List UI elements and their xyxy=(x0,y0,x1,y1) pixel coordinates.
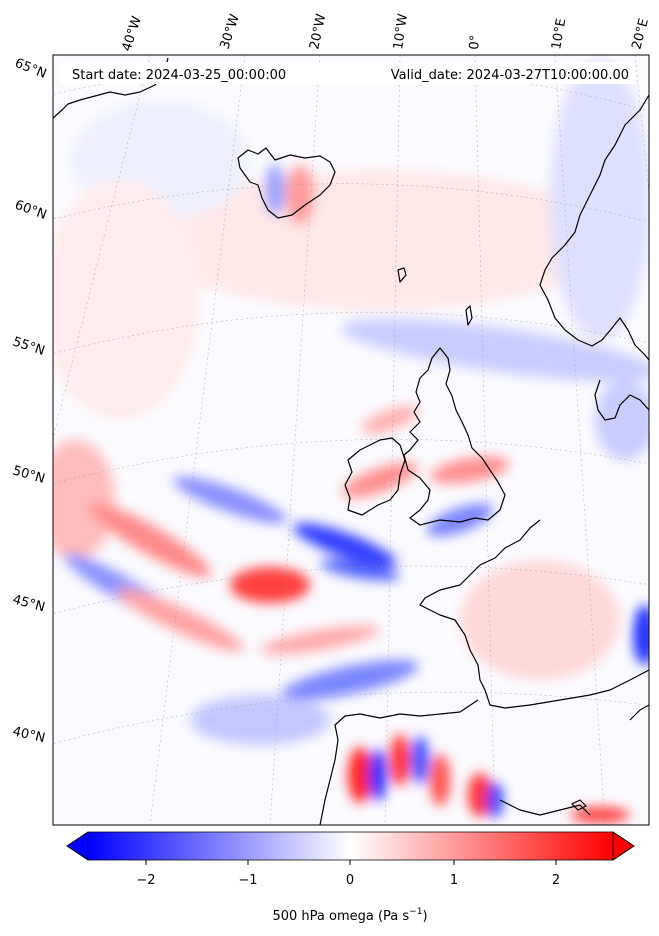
colorbar-outline xyxy=(66,831,635,861)
lat-label-60n: 60°N xyxy=(13,198,49,223)
colorbar-label-exponent: −1 xyxy=(409,907,422,917)
coast-ireland xyxy=(344,437,406,516)
lon-label-40w: 40°W xyxy=(120,14,145,53)
colorbar-extend-left xyxy=(66,831,89,861)
map-frame xyxy=(52,54,650,826)
lon-label-20w: 20°W xyxy=(307,12,329,50)
colorbar-tick-label: 0 xyxy=(346,873,354,888)
lon-label-0: 0° xyxy=(467,34,483,50)
map-area xyxy=(53,55,649,825)
colorbar-gradient xyxy=(88,832,613,860)
lon-label-30w: 30°W xyxy=(218,12,243,51)
coast-faroe xyxy=(397,267,407,283)
lat-label-45n: 45°N xyxy=(11,592,47,615)
header-background xyxy=(60,62,635,84)
omega-field xyxy=(53,60,649,823)
colorbar-tick-label: 2 xyxy=(552,873,560,888)
coast-great-britain xyxy=(403,347,506,526)
coast-iberia xyxy=(319,699,479,825)
colorbar-label-main: 500 hPa omega (Pa s xyxy=(272,909,409,924)
colorbar-tick-label: −2 xyxy=(136,873,155,888)
coast-norway xyxy=(539,94,649,361)
lat-label-65n: 65°N xyxy=(13,56,49,82)
lat-label-40n: 40°N xyxy=(11,724,46,746)
colorbar-label-close: ) xyxy=(422,909,427,924)
latitude-labels: 65°N 60°N 55°N 50°N 45°N 40°N xyxy=(11,56,49,746)
lon-label-10e: 10°E xyxy=(549,17,569,50)
colorbar-extend-right xyxy=(612,831,635,861)
colorbar-ticks xyxy=(145,860,557,865)
coastlines xyxy=(53,57,649,825)
start-date-label: Start date: 2024-03-25_00:00:00 xyxy=(72,68,286,83)
gridlines xyxy=(53,55,649,825)
lat-label-50n: 50°N xyxy=(11,463,47,486)
coast-france xyxy=(419,519,649,709)
colorbar-tick-label: −1 xyxy=(238,873,257,888)
coast-balearic xyxy=(571,799,587,811)
lon-label-10w: 10°W xyxy=(391,13,411,51)
colorbar-axis-label: 500 hPa omega (Pa s−1) xyxy=(272,907,427,924)
coast-denmark xyxy=(594,379,649,421)
coast-shetland xyxy=(465,305,473,326)
lat-label-55n: 55°N xyxy=(11,335,47,359)
longitude-labels: 40°W 30°W 20°W 10°W 0° 10°E 20°E xyxy=(120,12,652,53)
colorbar-tick-label: 1 xyxy=(450,873,458,888)
lon-label-20e: 20°E xyxy=(629,17,652,51)
coast-mediterranean-east xyxy=(629,704,649,721)
colorbar: −2 −1 0 1 2 500 hPa omega (Pa s−1) xyxy=(66,831,635,924)
coast-iceland xyxy=(237,147,336,219)
coast-iberia-south xyxy=(499,799,591,816)
valid-date-label: Valid_date: 2024-03-27T10:00:00.00 xyxy=(391,68,629,83)
